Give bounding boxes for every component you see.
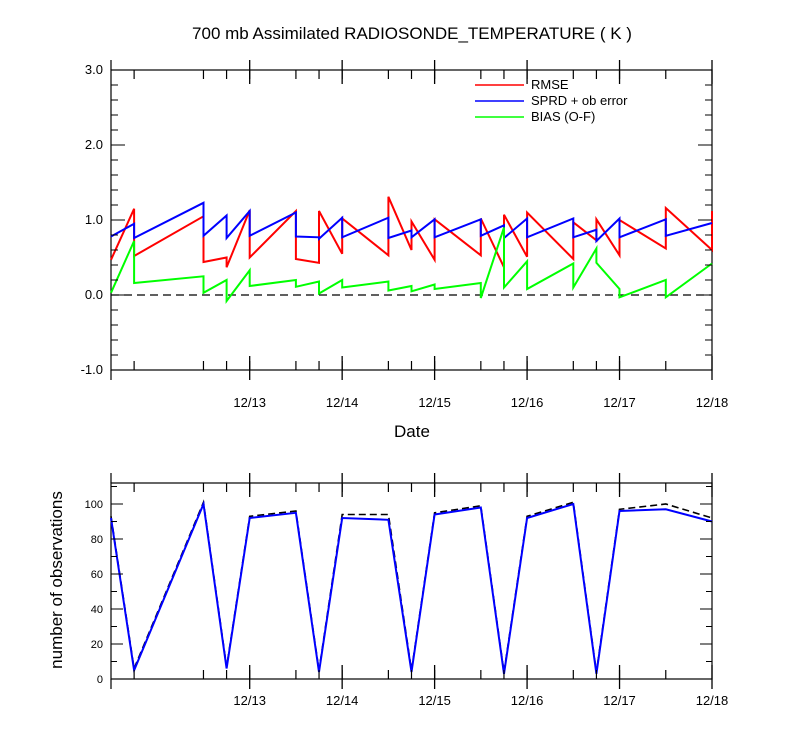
x-tick-label: 12/14 — [326, 693, 359, 708]
x-tick-label: 12/13 — [233, 693, 266, 708]
y-tick-label: 0.0 — [85, 287, 103, 302]
x-tick-label: 12/16 — [511, 693, 544, 708]
x-tick-label: 12/15 — [418, 395, 451, 410]
bottom-axes: 0 20 40 60 80 100 12/13 12/14 12/15 12/16 12/17 12/… — [85, 473, 729, 708]
x-axis-label: Date — [394, 422, 430, 441]
x-tick-label: 12/18 — [696, 395, 729, 410]
chart-title: 700 mb Assimilated RADIOSONDE_TEMPERATUR… — [192, 24, 632, 43]
legend-label-bias: BIAS (O-F) — [531, 109, 595, 124]
y-tick-label: 3.0 — [85, 62, 103, 77]
y-tick-label: 20 — [91, 639, 103, 651]
y-tick-label: -1.0 — [81, 362, 103, 377]
legend: RMSE SPRD + ob error BIAS (O-F) — [475, 77, 628, 124]
x-tick-label: 12/14 — [326, 395, 359, 410]
y-tick-label: 0 — [97, 674, 103, 686]
bottom-plot-frame — [110, 482, 713, 680]
y-tick-label: 1.0 — [85, 212, 103, 227]
y-tick-label: 60 — [91, 569, 103, 581]
x-tick-label: 12/15 — [418, 693, 451, 708]
x-tick-label: 12/18 — [696, 693, 729, 708]
series-line-possible — [110, 499, 713, 673]
series-line-bias-o-f — [110, 227, 713, 304]
y-axis-label-observations: number of observations — [47, 491, 66, 669]
y-tick-label: 100 — [85, 499, 103, 511]
top-series-lines — [110, 196, 713, 304]
series-line-rmse — [110, 196, 713, 268]
top-axes: -1.0 0.0 1.0 2.0 3.0 12/13 12/14 12/15 12/16 12/1… — [81, 60, 729, 410]
bottom-series-lines — [110, 499, 713, 674]
x-tick-label: 12/16 — [511, 395, 544, 410]
y-tick-label: 80 — [91, 534, 103, 546]
y-tick-label: 40 — [91, 604, 103, 616]
series-line-assimilated — [110, 500, 713, 674]
y-tick-label: 2.0 — [85, 137, 103, 152]
legend-label-rmse: RMSE — [531, 77, 569, 92]
legend-label-sprd: SPRD + ob error — [531, 93, 628, 108]
x-tick-label: 12/17 — [603, 395, 636, 410]
series-line-sprd-ob-error — [110, 201, 713, 244]
x-tick-label: 12/13 — [233, 395, 266, 410]
x-tick-label: 12/17 — [603, 693, 636, 708]
